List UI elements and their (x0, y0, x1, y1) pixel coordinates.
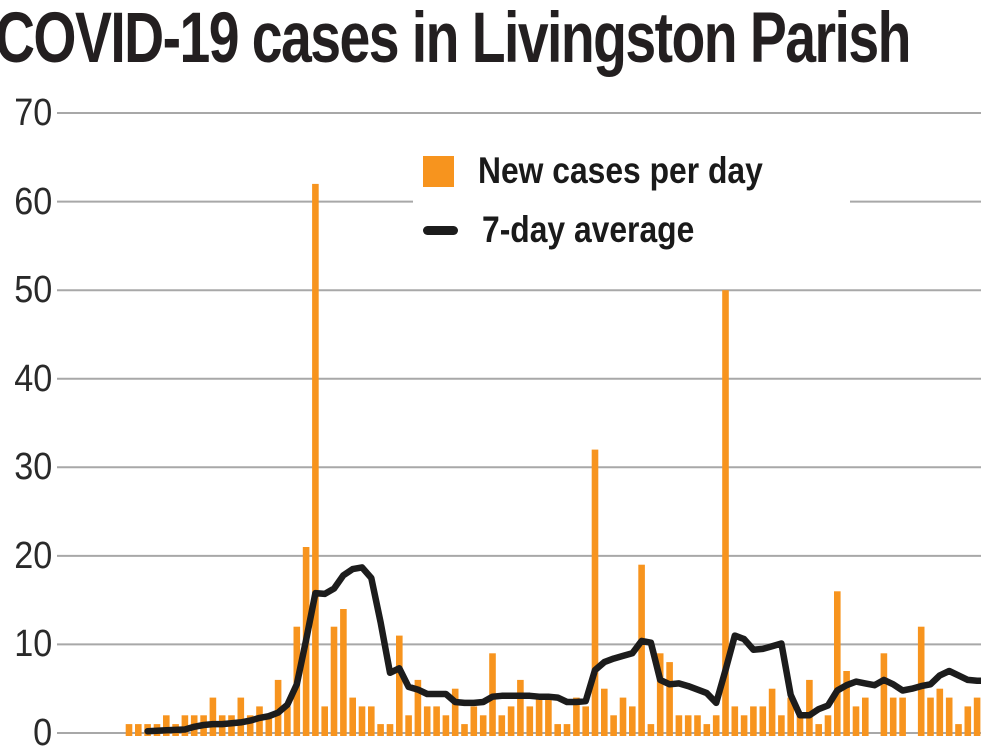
bar (862, 697, 869, 736)
bar (321, 706, 328, 736)
bar (917, 626, 925, 736)
legend-item-new-cases: New cases per day (423, 150, 850, 192)
bar (498, 715, 506, 736)
bar (656, 653, 664, 736)
bar (358, 706, 366, 736)
bar (461, 724, 468, 736)
bar (582, 706, 589, 736)
y-axis: 70 60 50 40 30 20 10 0 (0, 0, 52, 754)
y-axis-tick-label-50: 50 (13, 269, 52, 311)
bar (666, 662, 673, 736)
bar (414, 679, 422, 736)
bar (834, 591, 841, 736)
y-axis-tick-label-20: 20 (13, 535, 52, 577)
bar (274, 679, 282, 736)
chart-title: COVID-19 cases in Livingston Parish (0, 0, 911, 78)
bar (573, 697, 580, 736)
bar (517, 679, 524, 736)
bar (470, 706, 478, 736)
y-axis-tick-label-30: 30 (13, 446, 52, 488)
y-axis-tick-label-0: 0 (32, 712, 52, 754)
bar (340, 609, 347, 736)
legend: New cases per day 7-day average (413, 139, 850, 258)
y-axis-tick-label-60: 60 (13, 181, 52, 223)
line-swatch-icon (423, 225, 458, 235)
chart-canvas (57, 112, 981, 736)
bar (265, 715, 273, 736)
bar (386, 724, 394, 736)
bar (638, 564, 645, 736)
bar (507, 706, 515, 736)
y-axis-tick-label-70: 70 (13, 92, 52, 134)
bar (703, 724, 711, 736)
bar (237, 697, 245, 736)
bar (629, 706, 636, 736)
bar (768, 688, 776, 736)
average-line (144, 564, 981, 735)
bar (647, 724, 655, 736)
bar (349, 697, 356, 736)
y-axis-tick-label-10: 10 (13, 623, 52, 665)
bar (955, 724, 962, 736)
bar (601, 688, 608, 736)
bar (209, 697, 217, 736)
bar (936, 688, 944, 736)
bar (778, 715, 785, 736)
bar (880, 653, 888, 736)
bar (684, 715, 692, 736)
bar (740, 715, 748, 736)
bar (796, 715, 804, 736)
bar (787, 697, 794, 736)
bar (545, 697, 552, 736)
bar (945, 697, 953, 736)
bar (806, 679, 813, 736)
bar (824, 715, 832, 736)
bar (554, 724, 561, 736)
bar (135, 724, 142, 736)
bar (563, 724, 571, 736)
bar (927, 697, 934, 736)
bar (442, 715, 450, 736)
bar (852, 706, 860, 736)
bar (526, 706, 534, 736)
legend-label-new-cases: New cases per day (478, 150, 763, 191)
legend-item-average: 7-day average (423, 209, 850, 251)
bar (163, 715, 170, 736)
bar (759, 706, 767, 736)
bar-swatch-icon (423, 155, 454, 187)
bar (591, 449, 599, 736)
bar (433, 706, 440, 736)
bar (368, 706, 375, 736)
bar (694, 715, 701, 736)
bar (899, 697, 906, 736)
bar (479, 715, 487, 736)
bar (405, 715, 412, 736)
bar (377, 724, 384, 736)
bar (973, 697, 981, 736)
bar (750, 706, 757, 736)
bar (610, 715, 617, 736)
bar (815, 724, 822, 736)
bar (451, 688, 459, 736)
bar (675, 715, 683, 736)
bar (964, 706, 972, 736)
bar (125, 724, 133, 736)
bar (312, 183, 319, 736)
bar (396, 635, 403, 736)
legend-label-average: 7-day average (482, 209, 695, 250)
bar (423, 706, 431, 736)
bar (246, 715, 254, 736)
bar (330, 626, 338, 736)
bar (284, 706, 291, 736)
y-axis-tick-label-40: 40 (13, 358, 52, 400)
bar (535, 697, 543, 736)
bar (712, 715, 720, 736)
bar (619, 697, 627, 736)
bar (889, 697, 897, 736)
bar (843, 671, 850, 736)
bar (181, 715, 189, 736)
bar (722, 290, 729, 736)
bar (731, 706, 739, 736)
